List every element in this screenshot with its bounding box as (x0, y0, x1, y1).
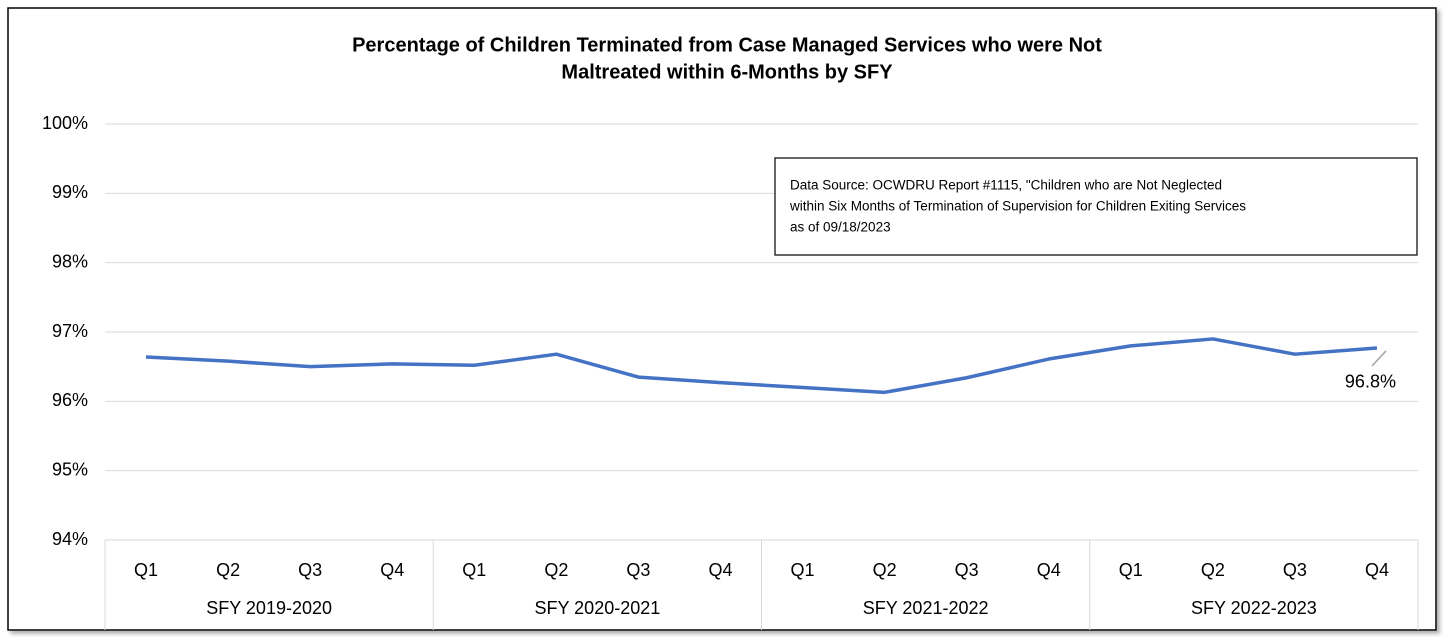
x-tick-label: Q1 (791, 560, 815, 580)
x-tick-label: Q1 (462, 560, 486, 580)
y-tick-label: 99% (52, 182, 88, 202)
x-tick-label: Q1 (134, 560, 158, 580)
x-tick-label: Q4 (1037, 560, 1061, 580)
x-tick-label: Q2 (216, 560, 240, 580)
note-text: as of 09/18/2023 (790, 220, 891, 235)
y-tick-label: 94% (52, 529, 88, 549)
x-group-label: SFY 2020-2021 (534, 598, 660, 618)
x-tick-label: Q2 (544, 560, 568, 580)
y-tick-label: 100% (42, 113, 88, 133)
y-tick-label: 98% (52, 251, 88, 271)
note-text: within Six Months of Termination of Supe… (789, 199, 1246, 214)
x-group-label: SFY 2019-2020 (206, 598, 332, 618)
chart-frame (7, 7, 1437, 631)
x-tick-label: Q3 (1283, 560, 1307, 580)
x-tick-label: Q3 (955, 560, 979, 580)
y-tick-label: 97% (52, 321, 88, 341)
y-tick-label: 95% (52, 459, 88, 479)
x-group-label: SFY 2021-2022 (863, 598, 989, 618)
y-tick-label: 96% (52, 390, 88, 410)
x-group-label: SFY 2022-2023 (1191, 598, 1317, 618)
x-tick-label: Q1 (1119, 560, 1143, 580)
x-tick-label: Q2 (873, 560, 897, 580)
data-label: 96.8% (1345, 372, 1396, 392)
x-tick-label: Q2 (1201, 560, 1225, 580)
leader-line (1371, 350, 1387, 367)
chart-title: Percentage of Children Terminated from C… (352, 34, 1102, 56)
note-text: Data Source: OCWDRU Report #1115, "Child… (790, 178, 1222, 193)
x-tick-label: Q4 (1365, 560, 1389, 580)
x-tick-label: Q4 (380, 560, 404, 580)
chart-title: Maltreated within 6-Months by SFY (561, 61, 893, 83)
x-tick-label: Q3 (298, 560, 322, 580)
x-tick-label: Q3 (626, 560, 650, 580)
x-tick-label: Q4 (708, 560, 732, 580)
data-line (145, 337, 1378, 395)
note-box (774, 157, 1418, 256)
